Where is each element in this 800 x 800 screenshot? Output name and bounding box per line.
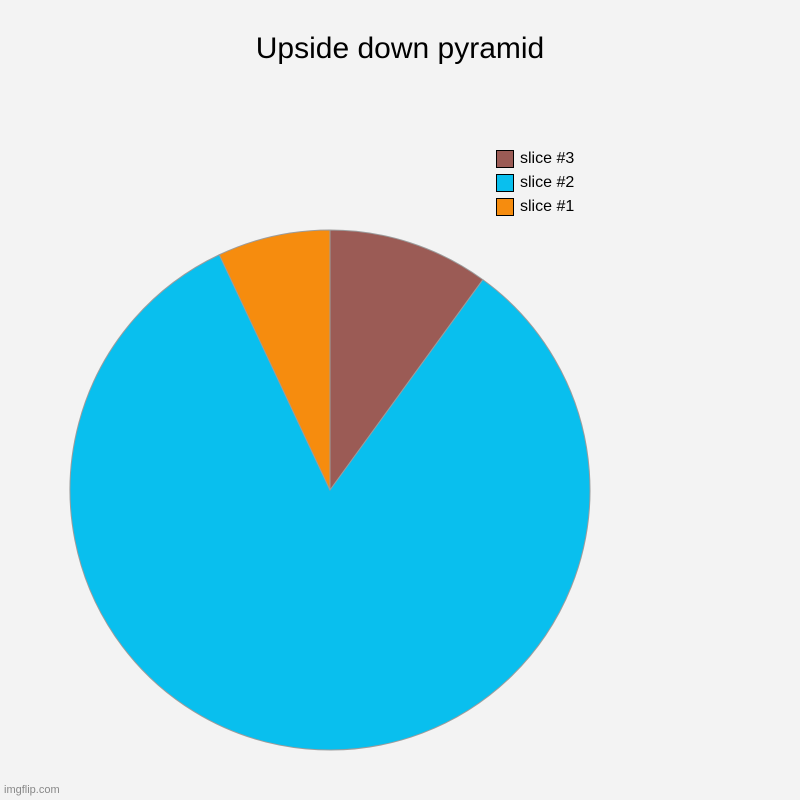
legend-label: slice #1 xyxy=(520,198,574,216)
chart-container: Upside down pyramid slice #3 slice #2 sl… xyxy=(0,0,800,800)
legend-label: slice #3 xyxy=(520,150,574,168)
pie-chart xyxy=(0,0,800,800)
legend-item: slice #1 xyxy=(496,198,574,216)
legend-swatch-2 xyxy=(496,198,514,216)
legend-label: slice #2 xyxy=(520,174,574,192)
legend-swatch-0 xyxy=(496,150,514,168)
legend-item: slice #3 xyxy=(496,150,574,168)
legend-item: slice #2 xyxy=(496,174,574,192)
watermark: imgflip.com xyxy=(4,784,60,796)
legend: slice #3 slice #2 slice #1 xyxy=(496,150,574,222)
legend-swatch-1 xyxy=(496,174,514,192)
